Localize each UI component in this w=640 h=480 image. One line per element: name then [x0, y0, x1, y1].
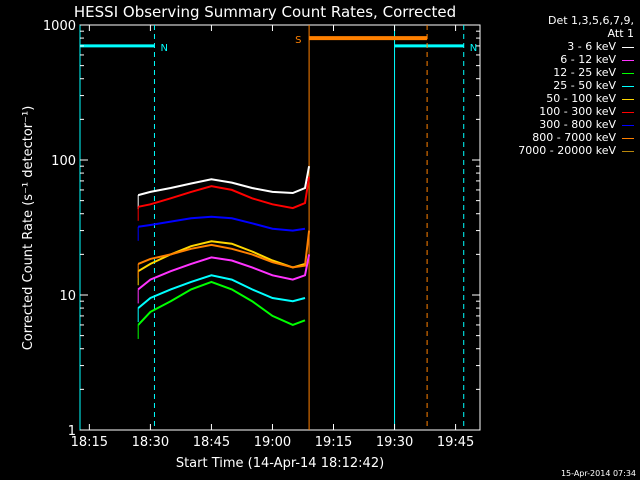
x-tick-label: 19:30 [376, 435, 413, 450]
legend-swatch [622, 46, 634, 48]
legend-label: 300 - 800 keV [539, 118, 616, 131]
series-line-0 [137, 166, 311, 197]
legend-swatch [622, 124, 634, 126]
night-label-1: N [470, 43, 477, 54]
x-tick-label: 19:45 [437, 435, 474, 450]
series-line-1 [137, 254, 311, 291]
legend-label: 50 - 100 keV [546, 92, 616, 105]
legend-item-4: 50 - 100 keV [474, 92, 634, 105]
x-tick-label: 18:45 [193, 435, 230, 450]
x-tick-label: 19:15 [315, 435, 352, 450]
legend-swatch [622, 137, 634, 139]
legend-swatch [622, 98, 634, 100]
detector-info-2: Att 1 [607, 27, 634, 40]
saa-label-2: S [295, 35, 301, 46]
legend-swatch [622, 72, 634, 74]
legend-swatch [622, 59, 634, 61]
legend-item-5: 100 - 300 keV [474, 105, 634, 118]
detector-info-1: Det 1,3,5,6,7,9, [547, 14, 634, 27]
footer-date: 15-Apr-2014 07:34 [561, 469, 636, 478]
legend-swatch [622, 85, 634, 87]
series-line-5 [137, 176, 311, 210]
legend-label: 3 - 6 keV [567, 40, 616, 53]
legend-item-1: 6 - 12 keV [474, 53, 634, 66]
legend-item-2: 12 - 25 keV [474, 66, 634, 79]
legend-label: 6 - 12 keV [560, 53, 616, 66]
series-line-7 [137, 230, 311, 269]
x-axis-label: Start Time (14-Apr-14 18:12:42) [176, 456, 384, 471]
x-tick-label: 19:00 [254, 435, 291, 450]
y-axis-label: Corrected Count Rate (s⁻¹ detector⁻¹) [21, 106, 36, 351]
legend-label: 25 - 50 keV [553, 79, 616, 92]
legend-item-0: 3 - 6 keV [474, 40, 634, 53]
y-tick-label: 10 [59, 289, 76, 304]
x-tick-label: 18:30 [132, 435, 169, 450]
legend-swatch [622, 111, 634, 113]
chart-title: HESSI Observing Summary Count Rates, Cor… [74, 3, 456, 21]
legend-label: 7000 - 20000 keV [518, 144, 616, 157]
y-tick-label: 1000 [43, 19, 76, 34]
y-tick-label: 1 [68, 424, 76, 439]
legend-item-7: 800 - 7000 keV [474, 131, 634, 144]
series-line-6 [138, 215, 306, 232]
legend-label: 800 - 7000 keV [532, 131, 616, 144]
series-line-3 [137, 274, 306, 309]
x-tick-label: 18:15 [71, 435, 108, 450]
legend-item-6: 300 - 800 keV [474, 118, 634, 131]
legend: Det 1,3,5,6,7,9, Att 1 3 - 6 keV 6 - 12 k… [474, 14, 634, 157]
y-tick-label: 100 [51, 154, 76, 169]
legend-item-3: 25 - 50 keV [474, 79, 634, 92]
legend-item-8: 7000 - 20000 keV [474, 144, 634, 157]
legend-swatch [622, 150, 634, 152]
night-label-0: N [160, 43, 167, 54]
legend-label: 100 - 300 keV [539, 105, 616, 118]
series-line-2 [137, 280, 306, 326]
legend-label: 12 - 25 keV [553, 66, 616, 79]
